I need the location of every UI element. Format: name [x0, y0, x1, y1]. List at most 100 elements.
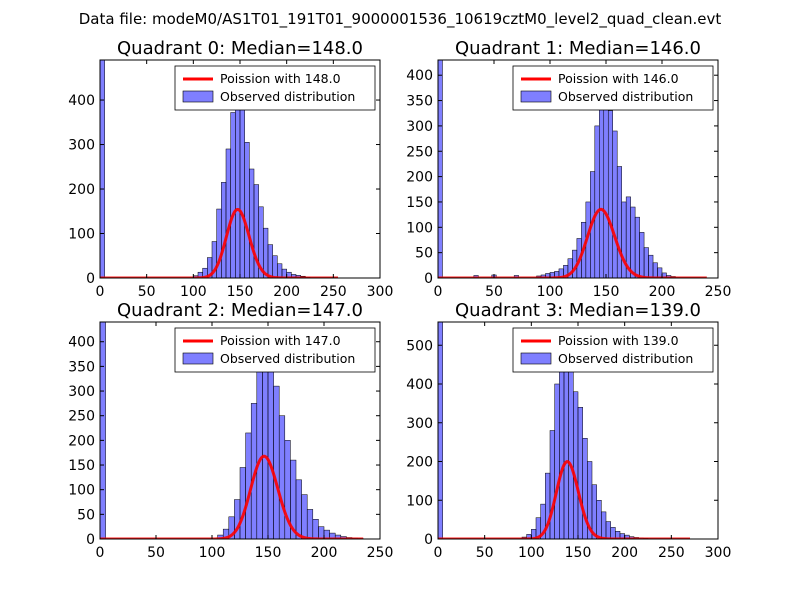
x-tick-label: 150	[565, 545, 592, 561]
histogram-bar	[272, 255, 278, 278]
x-tick-label: 250	[320, 284, 347, 300]
histogram-bar	[301, 494, 308, 539]
histogram-bar	[306, 509, 314, 539]
y-tick-label: 500	[406, 338, 433, 354]
y-tick-label: 150	[68, 458, 95, 474]
chart-title: Quadrant 2: Median=147.0	[117, 300, 363, 321]
poisson-curve	[100, 207, 338, 278]
histogram-bar	[634, 216, 640, 278]
y-tick-label: 50	[415, 246, 433, 262]
chart-frame	[437, 59, 719, 279]
legend-observed-label: Observed distribution	[558, 89, 693, 104]
histogram-bar	[554, 383, 560, 539]
chart-plot-layer	[438, 322, 690, 539]
chart-title: Quadrant 1: Median=146.0	[455, 38, 701, 59]
histogram-bar	[621, 201, 627, 278]
chart-title: Quadrant 0: Median=148.0	[117, 38, 363, 59]
x-tick-label: 250	[367, 545, 394, 561]
histogram-bar	[225, 148, 231, 278]
histogram-bar	[601, 511, 607, 539]
chart-legend: Poission with 148.0 Observed distribution	[174, 65, 376, 111]
legend-observed-label: Observed distribution	[220, 351, 355, 366]
x-tick-label: 0	[434, 545, 443, 561]
legend-box	[512, 327, 714, 373]
y-tick-label: 400	[406, 377, 433, 393]
histogram-bar	[312, 519, 319, 539]
x-tick-label: 300	[705, 545, 732, 561]
y-tick-label: 200	[406, 455, 433, 471]
histogram-bar	[607, 110, 613, 278]
chart-legend: Poission with 147.0 Observed distribution	[174, 327, 376, 373]
x-tick-label: 100	[180, 284, 207, 300]
y-tick-label: 250	[406, 144, 433, 160]
x-tick-label: 50	[485, 284, 503, 300]
histogram-bar	[221, 182, 227, 278]
y-tick-label: 100	[68, 483, 95, 499]
chart-panel-2: Quadrant 2: Median=147.0 0 50 100 150 200 250 0…	[68, 300, 393, 561]
legend-observed-swatch	[520, 90, 552, 103]
histogram-bar	[559, 350, 565, 539]
figure-suptitle: Data file: modeM0/AS1T01_191T01_90000015…	[79, 10, 722, 29]
legend-box	[174, 65, 376, 111]
y-tick-label: 300	[68, 138, 95, 154]
y-tick-label: 100	[406, 220, 433, 236]
x-tick-label: 250	[705, 284, 732, 300]
histogram-bar	[239, 102, 245, 278]
x-tick-label: 150	[255, 545, 282, 561]
legend-observed-swatch	[182, 90, 214, 103]
x-tick-label: 100	[199, 545, 226, 561]
legend-poisson-label: Poission with 147.0	[220, 333, 341, 348]
histogram-bar	[278, 415, 286, 539]
x-tick-label: 200	[273, 284, 300, 300]
histogram-bar	[612, 130, 618, 278]
y-tick-label: 400	[68, 93, 95, 109]
x-tick-label: 50	[147, 545, 165, 561]
x-tick-label: 200	[311, 545, 338, 561]
panels: Quadrant 0: Median=148.0 0 50 100 150 200 250 3…	[68, 38, 731, 561]
y-tick-label: 150	[406, 195, 433, 211]
legend-poisson-label: Poission with 148.0	[220, 71, 341, 86]
x-tick-label: 150	[227, 284, 254, 300]
chart-legend: Poission with 139.0 Observed distribution	[512, 327, 714, 373]
x-tick-label: 300	[367, 284, 394, 300]
histogram-bar	[230, 112, 236, 278]
chart-legend: Poission with 146.0 Observed distribution	[512, 65, 714, 111]
y-tick-label: 0	[86, 271, 95, 287]
chart-plot-layer	[100, 60, 338, 278]
legend-observed-swatch	[182, 352, 214, 365]
y-tick-label: 200	[68, 182, 95, 198]
y-tick-label: 200	[406, 170, 433, 186]
histogram-bar	[273, 385, 280, 539]
y-tick-label: 0	[86, 532, 95, 548]
poisson-curve	[438, 460, 690, 539]
y-tick-label: 100	[68, 227, 95, 243]
histogram-bar	[599, 105, 605, 278]
histogram-bar	[616, 166, 622, 278]
x-tick-label: 0	[434, 284, 443, 300]
y-tick-label: 350	[68, 359, 95, 375]
histogram-bar	[244, 142, 250, 278]
histogram-bar	[256, 371, 263, 539]
chart-plot-layer	[100, 322, 364, 539]
histogram-bar	[648, 254, 654, 278]
histogram-bar	[438, 322, 443, 539]
x-tick-label: 250	[658, 545, 685, 561]
y-tick-label: 250	[68, 409, 95, 425]
y-tick-label: 100	[406, 493, 433, 509]
legend-box	[174, 327, 376, 373]
histogram-bar	[549, 430, 555, 539]
y-tick-label: 300	[406, 416, 433, 432]
y-tick-label: 300	[68, 384, 95, 400]
y-tick-label: 0	[424, 271, 433, 287]
histogram-bar	[318, 526, 325, 539]
x-tick-label: 200	[611, 545, 638, 561]
legend-poisson-label: Poission with 139.0	[558, 333, 679, 348]
histogram-bar	[568, 364, 574, 539]
x-tick-label: 100	[537, 284, 564, 300]
y-tick-label: 400	[406, 68, 433, 84]
x-tick-label: 50	[476, 545, 494, 561]
histogram-bar	[277, 263, 283, 278]
chart-frame	[99, 321, 381, 540]
histogram-bar	[235, 106, 241, 278]
histogram-bar	[577, 407, 583, 539]
